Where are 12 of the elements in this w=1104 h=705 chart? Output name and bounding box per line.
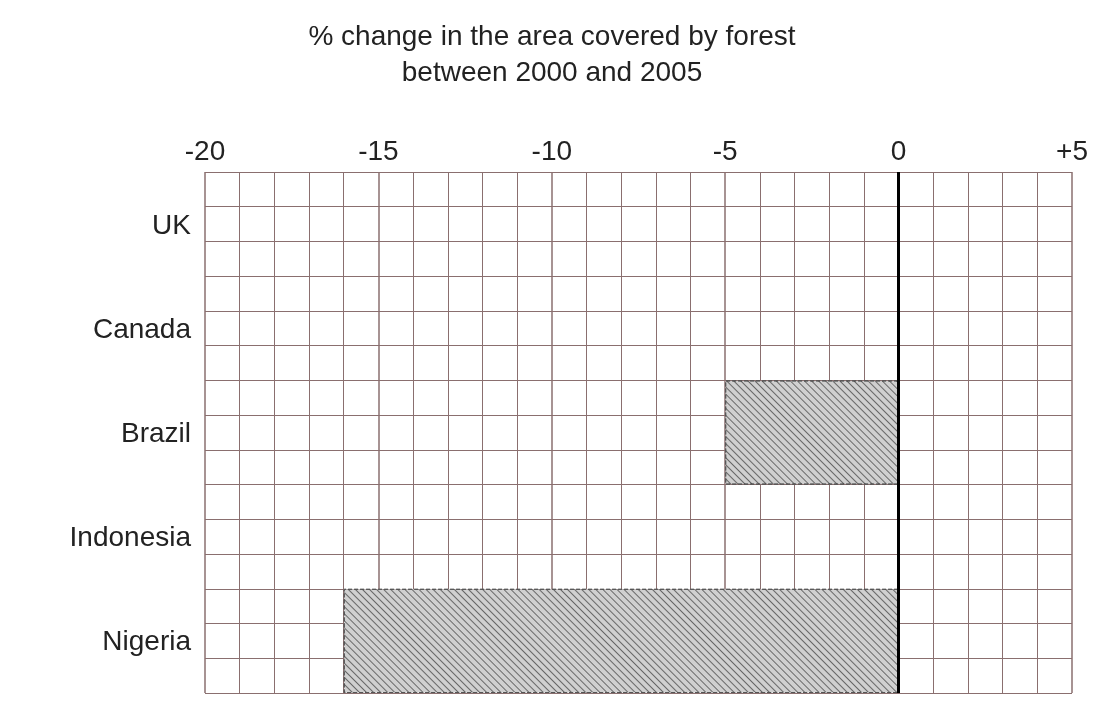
- y-tick-label: Nigeria: [102, 625, 192, 657]
- x-tick-label: 0: [890, 134, 907, 166]
- x-tick-label: +5: [1056, 134, 1088, 166]
- x-tick-label: -5: [712, 134, 738, 166]
- x-tick-label: -15: [358, 134, 399, 166]
- x-tick-label: -10: [531, 134, 573, 166]
- x-tick-label: -20: [184, 134, 226, 166]
- y-tick-label: Canada: [92, 312, 192, 344]
- chart-title: % change in the area covered by forest between 2000 and 2005: [308, 19, 796, 87]
- y-tick-label: Brazil: [120, 417, 191, 448]
- y-tick-label: Indonesia: [69, 521, 192, 553]
- y-tick-label: UK: [152, 208, 192, 240]
